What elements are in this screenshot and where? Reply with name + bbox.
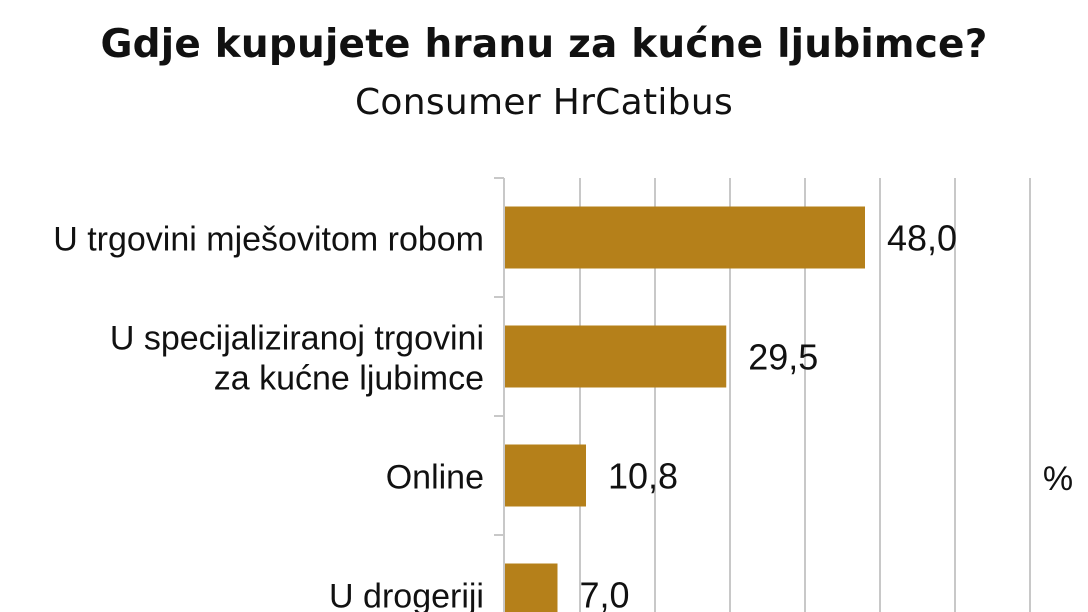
category-label-1-1: za kućne ljubimce <box>214 360 484 398</box>
value-label-2: 10,8 <box>608 456 678 497</box>
value-label-0: 48,0 <box>887 218 957 259</box>
bar-3 <box>505 563 558 612</box>
chart-subtitle: Consumer HrCatibus <box>354 82 734 123</box>
chart-title: Gdje kupujete hranu za kućne ljubimce? <box>100 22 988 67</box>
bar-2 <box>505 444 586 507</box>
category-label-3-0: U drogeriji <box>329 578 484 612</box>
unit-label: % <box>1043 460 1073 498</box>
category-label-2-0: Online <box>386 459 484 497</box>
category-label-1-0: U specijaliziranoj trgovini <box>110 320 484 358</box>
value-label-3: 7,0 <box>580 575 630 612</box>
bar-0 <box>505 206 865 269</box>
category-label-0-0: U trgovini mješovitom robom <box>53 221 484 259</box>
value-label-1: 29,5 <box>748 337 818 378</box>
bar-1 <box>505 325 727 388</box>
